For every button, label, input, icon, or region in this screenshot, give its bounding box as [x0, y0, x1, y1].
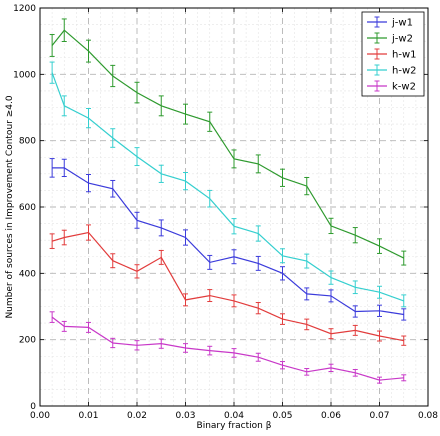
legend-label-h-w1: h-w1 — [392, 50, 417, 61]
y-tick-label: 800 — [19, 137, 36, 147]
series-line-h-w2 — [51, 72, 405, 302]
y-axis-label: Number of sources in Improvement Contour… — [5, 95, 15, 318]
legend-label-j-w1: j-w1 — [391, 18, 413, 29]
series-line-j-w1 — [52, 167, 404, 316]
series-layer — [49, 18, 407, 384]
series-j-w1 — [49, 158, 407, 321]
series-line-j-w2 — [51, 29, 405, 259]
legend-item-h-w1: h-w1 — [367, 48, 417, 61]
legend-label-h-w2: h-w2 — [392, 66, 417, 77]
x-tick-label: 0.03 — [175, 411, 195, 421]
x-tick-label: 0.08 — [418, 411, 438, 421]
x-axis-label: Binary fraction β — [197, 421, 272, 431]
y-tick-label: 600 — [19, 203, 36, 213]
x-tick-label: 0.05 — [272, 411, 292, 421]
series-k-w2 — [49, 311, 407, 384]
series-line-h-w1 — [51, 231, 404, 342]
legend: j-w1 j-w2 h-w1 h-w2 k-w2 — [361, 11, 425, 97]
legend-label-j-w2: j-w2 — [391, 34, 413, 45]
series-h-w2 — [49, 61, 407, 308]
legend-item-j-w2: j-w2 — [367, 32, 413, 45]
x-tick-label: 0.07 — [369, 411, 389, 421]
x-tick-label: 0.01 — [78, 411, 98, 421]
y-tick-label: 400 — [19, 269, 36, 279]
series-j-w2 — [49, 18, 407, 266]
y-tick-label: 1000 — [13, 70, 36, 80]
legend-item-j-w1: j-w1 — [367, 16, 413, 29]
x-tick-label: 0.04 — [224, 411, 244, 421]
legend-item-h-w2: h-w2 — [367, 64, 417, 77]
x-tick-label: 0.00 — [30, 411, 50, 421]
y-tick-label: 0 — [30, 402, 36, 412]
legend-label-k-w2: k-w2 — [392, 82, 416, 93]
series-line-k-w2 — [51, 316, 404, 381]
ticks: 0.00 0.01 0.02 0.03 0.04 0.05 0.06 0.07 0.08 0 200… — [13, 4, 438, 421]
y-tick-label: 1200 — [13, 4, 36, 14]
series-h-w1 — [49, 224, 407, 346]
x-tick-label: 0.02 — [127, 411, 147, 421]
legend-item-k-w2: k-w2 — [367, 80, 416, 93]
y-tick-label: 200 — [19, 336, 36, 346]
x-tick-label: 0.06 — [321, 411, 341, 421]
